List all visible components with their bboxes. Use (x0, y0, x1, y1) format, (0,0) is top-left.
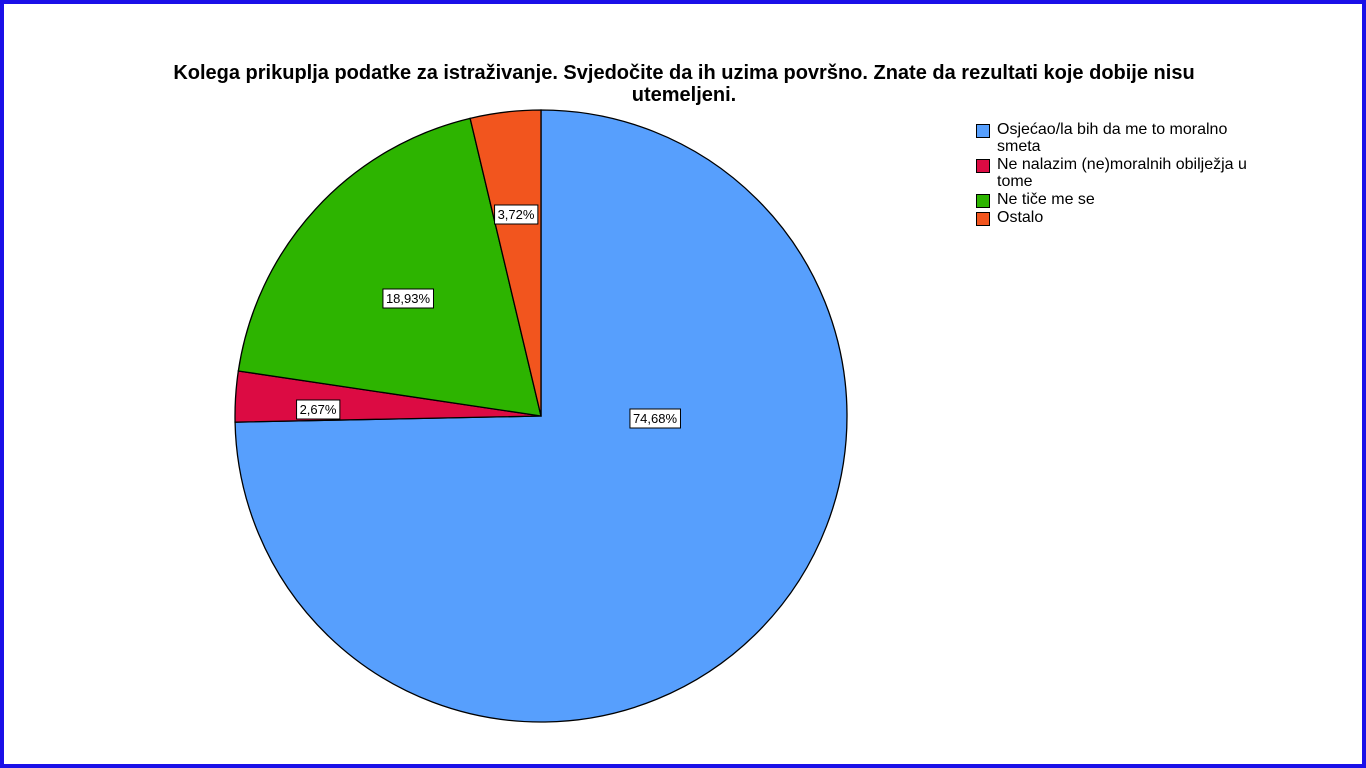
slice-label-text: 74,68% (633, 411, 678, 426)
legend: Osjećao/la bih da me to moralno smeta Ne… (976, 121, 1316, 227)
slice-label-box (629, 408, 681, 429)
slice-label-box (494, 204, 539, 225)
legend-label: Ne tiče me se (997, 191, 1095, 208)
slice-data-label: 3,72% (494, 204, 539, 225)
slice-label-text: 2,67% (300, 402, 337, 417)
legend-swatch (976, 212, 990, 226)
legend-label: Ostalo (997, 209, 1044, 226)
legend-swatch (976, 194, 990, 208)
legend-label: Osjećao/la bih da me to moralno smeta (997, 121, 1228, 155)
slice-data-label: 18,93% (382, 288, 434, 309)
legend-item: Ostalo (976, 209, 1316, 226)
slice-data-label: 2,67% (296, 399, 341, 420)
legend-label: Ne nalazim (ne)moralnih obilježja u tome (997, 156, 1247, 190)
legend-swatch (976, 124, 990, 138)
legend-item: Ne tiče me se (976, 191, 1316, 208)
slice-label-box (296, 399, 341, 420)
slice-label-text: 18,93% (386, 291, 431, 306)
legend-item: Osjećao/la bih da me to moralno smeta (976, 121, 1316, 155)
pie-slice (469, 109, 542, 417)
legend-swatch (976, 159, 990, 173)
pie-slice (237, 117, 542, 417)
slice-label-text: 3,72% (498, 207, 535, 222)
chart-title: Kolega prikuplja podatke za istraživanje… (173, 62, 1195, 106)
slice-data-label: 74,68% (629, 408, 681, 429)
slice-label-box (382, 288, 434, 309)
legend-item: Ne nalazim (ne)moralnih obilježja u tome (976, 156, 1316, 190)
pie-chart: 74,68% 2,67% 18,93% 3,72% (234, 109, 848, 723)
